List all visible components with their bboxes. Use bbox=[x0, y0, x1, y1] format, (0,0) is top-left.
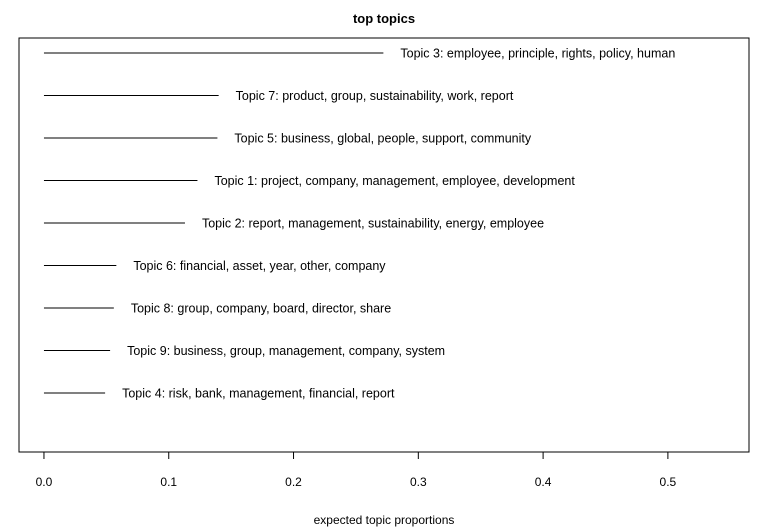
x-axis-label: expected topic proportions bbox=[314, 513, 455, 527]
topic-label: Topic 9: business, group, management, co… bbox=[127, 344, 445, 358]
x-tick-label: 0.5 bbox=[660, 475, 677, 489]
x-tick-label: 0.2 bbox=[285, 475, 302, 489]
topic-label: Topic 8: group, company, board, director… bbox=[131, 302, 391, 316]
topic-label: Topic 2: report, management, sustainabil… bbox=[202, 217, 544, 231]
x-tick-label: 0.3 bbox=[410, 475, 427, 489]
chart-title: top topics bbox=[353, 11, 415, 26]
topic-label: Topic 3: employee, principle, rights, po… bbox=[400, 47, 675, 61]
topic-bars: Topic 3: employee, principle, rights, po… bbox=[43, 47, 675, 401]
x-tick-label: 0.4 bbox=[535, 475, 552, 489]
x-axis: 0.0 0.1 0.2 0.3 0.4 0.5 bbox=[36, 452, 677, 489]
x-tick-label: 0.1 bbox=[160, 475, 177, 489]
topic-label: Topic 7: product, group, sustainability,… bbox=[236, 89, 514, 103]
topic-label: Topic 4: risk, bank, management, financi… bbox=[122, 387, 395, 401]
topic-label: Topic 1: project, company, management, e… bbox=[214, 174, 575, 188]
plot-frame bbox=[18, 37, 750, 453]
topic-label: Topic 5: business, global, people, suppo… bbox=[234, 132, 531, 146]
x-tick-label: 0.0 bbox=[36, 475, 53, 489]
topic-label: Topic 6: financial, asset, year, other, … bbox=[133, 259, 386, 273]
